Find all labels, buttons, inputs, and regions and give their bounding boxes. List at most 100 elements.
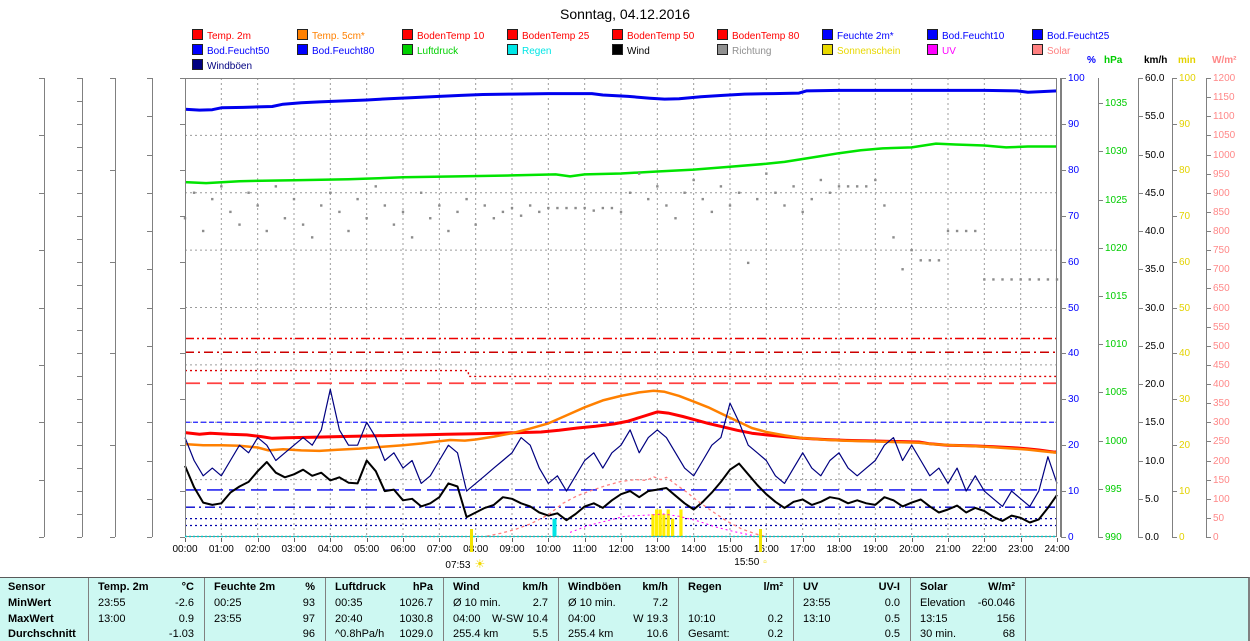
table-cell-uv-avg-value: 0.5 [884, 628, 900, 640]
axis-tick-label-w-m2: 950 [1213, 168, 1230, 180]
scatter-richtung-dot [974, 229, 977, 233]
series-windboeen [184, 388, 1058, 507]
axis-line-cb [82, 78, 83, 537]
scatter-richtung-dot [964, 229, 968, 233]
series-bodentemp-25 [185, 369, 1057, 378]
axis-tick-label-w-m2: 350 [1213, 398, 1230, 410]
sunset-time: 15:50 [734, 557, 760, 568]
axis-tick-cb [77, 192, 82, 194]
axis-tick-kmh [1138, 192, 1143, 194]
axis-tick-hpa [1098, 199, 1103, 201]
axis-tick-min [1172, 399, 1177, 401]
table-cell-uv-max-value: 0.5 [884, 613, 900, 625]
axis-tick-cb [77, 422, 82, 424]
time-label: 14:00 [681, 544, 707, 555]
axis-tick-label-w-m2: 450 [1213, 359, 1230, 371]
time-tick [475, 538, 477, 542]
time-tick [294, 538, 295, 542]
axis-tick-label-w-m2: 650 [1213, 283, 1230, 295]
axis-tick-l-m2 [110, 78, 115, 79]
axis-tick-label-pct: 60 [1068, 256, 1080, 268]
axis-tick-uv-i [180, 537, 185, 538]
axis-tick-label-kmh: 30.0 [1145, 302, 1165, 314]
table-cell-regen-avg-value: 0.2 [767, 628, 783, 640]
scatter-richtung-dot [192, 191, 196, 194]
axis-tick-label-hpa: 1035 [1105, 98, 1128, 110]
time-tick [984, 538, 986, 542]
sunrise-icon: ☀ [474, 557, 486, 571]
axis-tick-l-m2 [110, 537, 115, 538]
table-cell-wind-max-value: W-SW 10.4 [491, 613, 548, 625]
table-cell-temp-2m-max-label: 13:00 [98, 613, 126, 625]
axis-tick-l-m2 [110, 353, 115, 355]
time-label: 05:00 [354, 544, 380, 555]
time-label: 00:00 [172, 544, 198, 555]
axis-tick-uv-i [180, 399, 185, 401]
axis-tick-w-m2 [1206, 403, 1211, 405]
legend-swatch-icon [507, 29, 518, 40]
table-cell-wind-header-label: Wind [453, 581, 480, 593]
time-label: 10:00 [535, 544, 561, 555]
axis-tick-uv-i [180, 491, 185, 493]
legend-item-bodentemp-10: BodenTemp 10 [402, 29, 484, 42]
scatter-richtung-dot [238, 223, 241, 226]
legend-swatch-icon [1032, 44, 1043, 55]
scatter-richtung-dot [1028, 278, 1031, 281]
legend-swatch-icon [297, 29, 308, 40]
time-tick [766, 538, 768, 542]
plot-border-right-double [1060, 78, 1062, 537]
axis-tick-cb [77, 537, 82, 538]
axis-tick-temp-c [39, 192, 44, 194]
axis-tick-cb [77, 261, 82, 263]
scatter-richtung-dot [429, 217, 432, 220]
axis-tick-label-pct: 50 [1068, 302, 1080, 314]
axis-tick-cb [77, 215, 82, 217]
axis-tick-w-m2 [1206, 192, 1211, 194]
axis-tick-pct [1061, 169, 1066, 171]
table-separator [1025, 578, 1026, 641]
axis-tick-richtung [147, 460, 152, 462]
scatter-richtung-dot [756, 197, 759, 201]
time-tick [730, 538, 731, 542]
axis-tick-label-min: 100 [1179, 73, 1196, 84]
scatter-richtung-dot [338, 210, 341, 214]
legend-label: Sonnenschein [837, 46, 901, 57]
axis-tick-kmh [1138, 269, 1143, 271]
axis-tick-label-w-m2: 200 [1213, 455, 1230, 467]
axis-tick-label-w-m2: 750 [1213, 245, 1230, 257]
table-cell-temp-2m-min-label: 23:55 [98, 597, 126, 609]
scatter-richtung-dot [846, 185, 850, 188]
table-cell-uv-header-value: UV-I [878, 581, 900, 593]
time-label: 06:00 [390, 544, 416, 555]
scatter-richtung-dot [592, 209, 595, 212]
legend-swatch-icon [402, 44, 413, 55]
axis-tick-w-m2 [1206, 460, 1211, 462]
scatter-richtung-dot [628, 191, 632, 194]
axis-tick-pct [1061, 215, 1066, 217]
table-cell-feuchte-2m-header-label: Feuchte 2m [214, 581, 276, 593]
table-cell-windboeen-avg-label: 255.4 km [568, 628, 614, 640]
table-separator [443, 578, 444, 641]
scatter-richtung-dot [710, 210, 714, 214]
axis-tick-label-hpa: 1020 [1105, 242, 1128, 254]
axis-line-hpa [1098, 78, 1099, 537]
legend-item-bod-feucht10: Bod.Feucht10 [927, 29, 1004, 42]
axis-tick-label-kmh: 0.0 [1145, 532, 1159, 543]
time-label: 08:00 [463, 544, 489, 555]
axis-tick-w-m2 [1206, 211, 1211, 213]
time-label: 04:00 [317, 544, 343, 555]
axis-tick-w-m2 [1206, 498, 1211, 500]
axis-tick-w-m2 [1206, 345, 1211, 347]
legend-item-richtung: Richtung [717, 44, 771, 57]
axis-tick-label-w-m2: 1200 [1213, 73, 1236, 84]
table-row-label: MinWert [8, 597, 52, 609]
scatter-richtung-dot [356, 197, 359, 201]
axis-tick-w-m2 [1206, 441, 1211, 443]
legend-swatch-icon [822, 44, 833, 55]
time-tick [512, 538, 513, 542]
table-cell-feuchte-2m-min-value: 93 [302, 597, 315, 609]
axis-tick-hpa [1098, 247, 1103, 249]
axis-tick-kmh [1138, 231, 1143, 232]
axis-tick-uv-i [180, 445, 185, 447]
scatter-richtung-dot [992, 278, 995, 281]
